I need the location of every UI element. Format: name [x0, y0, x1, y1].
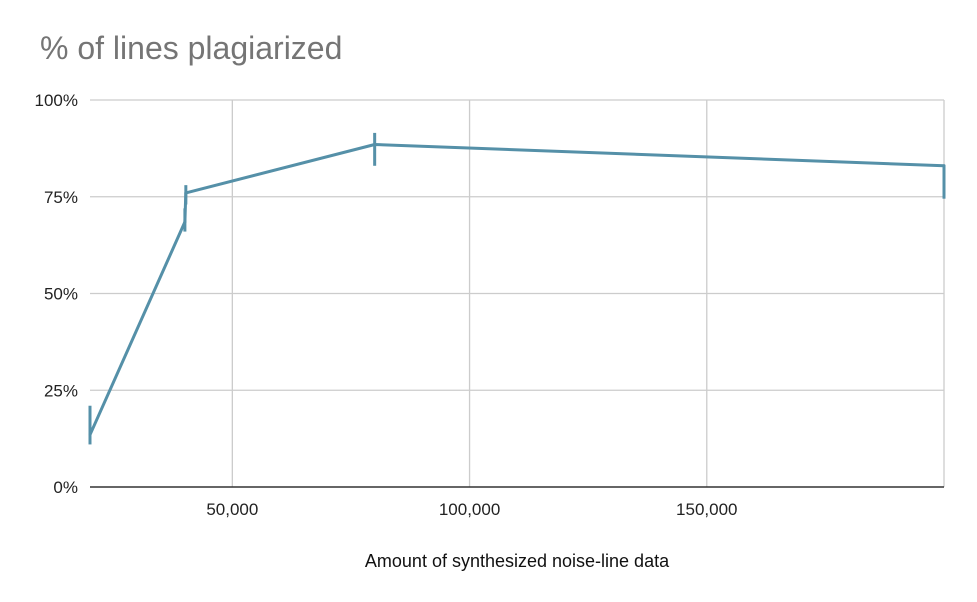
series-layer — [88, 132, 946, 445]
x-tick-label: 150,000 — [676, 500, 737, 519]
data-point — [373, 143, 377, 147]
series-line — [88, 143, 946, 437]
chart-title: % of lines plagiarized — [40, 30, 343, 66]
x-tick-label: 50,000 — [206, 500, 258, 519]
x-tick-label: 100,000 — [439, 500, 500, 519]
data-point — [183, 220, 187, 224]
y-tick-label: 50% — [44, 285, 78, 304]
y-tick-label: 100% — [35, 91, 78, 110]
grid-layer — [90, 99, 945, 487]
data-point — [88, 433, 92, 437]
y-tick-label: 75% — [44, 188, 78, 207]
data-point — [184, 191, 188, 195]
y-tick-label: 0% — [53, 478, 78, 497]
x-axis-title: Amount of synthesized noise-line data — [365, 551, 670, 571]
label-layer: 0% 25% 50% 75% 100% 50,000 100,000 150,000 — [35, 91, 738, 519]
y-tick-label: 25% — [44, 381, 78, 400]
data-point — [942, 164, 946, 168]
